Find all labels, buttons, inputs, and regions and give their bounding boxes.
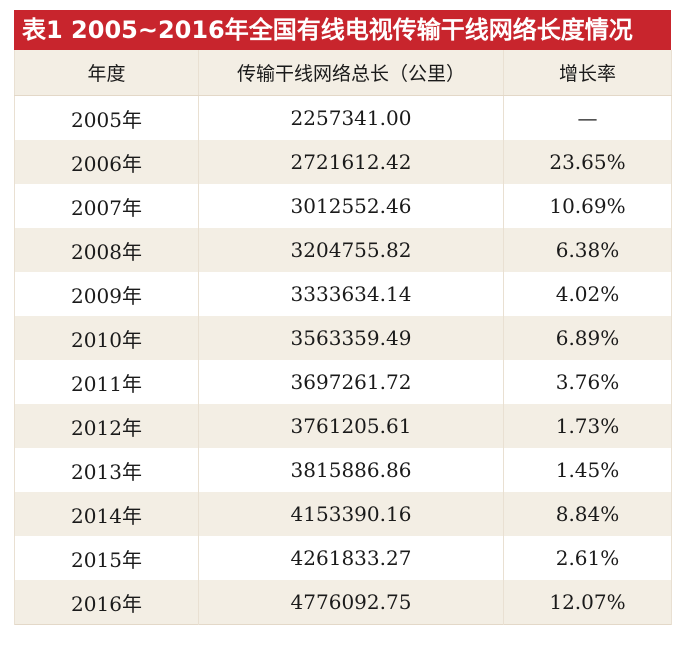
cell-year: 2014年 bbox=[14, 492, 199, 536]
header-network-length: 传输干线网络总长（公里） bbox=[198, 50, 504, 96]
header-year: 年度 bbox=[14, 50, 199, 96]
cell-year: 2008年 bbox=[14, 228, 199, 272]
table-row: 2006年 2721612.42 23.65% bbox=[14, 140, 672, 184]
table-row: 2014年 4153390.16 8.84% bbox=[14, 492, 672, 536]
cell-network-length: 3563359.49 bbox=[198, 316, 504, 360]
cell-network-length: 4261833.27 bbox=[198, 536, 504, 580]
table-row: 2010年 3563359.49 6.89% bbox=[14, 316, 672, 360]
cell-growth-rate: — bbox=[503, 95, 672, 140]
cell-growth-rate: 2.61% bbox=[503, 536, 672, 580]
cell-growth-rate: 12.07% bbox=[503, 580, 672, 625]
table-row: 2012年 3761205.61 1.73% bbox=[14, 404, 672, 448]
cell-year: 2006年 bbox=[14, 140, 199, 184]
cell-network-length: 3761205.61 bbox=[198, 404, 504, 448]
cell-growth-rate: 3.76% bbox=[503, 360, 672, 404]
cell-growth-rate: 1.73% bbox=[503, 404, 672, 448]
table-row: 2016年 4776092.75 12.07% bbox=[14, 580, 672, 625]
data-table: 年度 传输干线网络总长（公里） 增长率 2005年 2257341.00 — 2… bbox=[14, 50, 672, 625]
cell-growth-rate: 6.89% bbox=[503, 316, 672, 360]
table-row: 2008年 3204755.82 6.38% bbox=[14, 228, 672, 272]
table-header-row: 年度 传输干线网络总长（公里） 增长率 bbox=[14, 50, 672, 96]
table-row: 2013年 3815886.86 1.45% bbox=[14, 448, 672, 492]
cell-network-length: 4776092.75 bbox=[198, 580, 504, 625]
table-row: 2009年 3333634.14 4.02% bbox=[14, 272, 672, 316]
cell-year: 2012年 bbox=[14, 404, 199, 448]
cell-network-length: 3815886.86 bbox=[198, 448, 504, 492]
cell-growth-rate: 1.45% bbox=[503, 448, 672, 492]
cell-network-length: 2721612.42 bbox=[198, 140, 504, 184]
cell-growth-rate: 8.84% bbox=[503, 492, 672, 536]
table-row: 2011年 3697261.72 3.76% bbox=[14, 360, 672, 404]
cell-network-length: 2257341.00 bbox=[198, 95, 504, 140]
cell-network-length: 3333634.14 bbox=[198, 272, 504, 316]
cell-growth-rate: 23.65% bbox=[503, 140, 672, 184]
table-row: 2015年 4261833.27 2.61% bbox=[14, 536, 672, 580]
cell-network-length: 3012552.46 bbox=[198, 184, 504, 228]
data-table-container: 表1 2005~2016年全国有线电视传输干线网络长度情况 年度 传输干线网络总… bbox=[14, 10, 672, 625]
cell-year: 2007年 bbox=[14, 184, 199, 228]
cell-year: 2010年 bbox=[14, 316, 199, 360]
cell-year: 2009年 bbox=[14, 272, 199, 316]
cell-growth-rate: 4.02% bbox=[503, 272, 672, 316]
cell-year: 2016年 bbox=[14, 580, 199, 625]
cell-year: 2005年 bbox=[14, 95, 199, 140]
cell-growth-rate: 6.38% bbox=[503, 228, 672, 272]
cell-network-length: 3204755.82 bbox=[198, 228, 504, 272]
cell-growth-rate: 10.69% bbox=[503, 184, 672, 228]
table-title: 表1 2005~2016年全国有线电视传输干线网络长度情况 bbox=[14, 10, 671, 50]
cell-network-length: 4153390.16 bbox=[198, 492, 504, 536]
cell-year: 2013年 bbox=[14, 448, 199, 492]
table-row: 2007年 3012552.46 10.69% bbox=[14, 184, 672, 228]
cell-year: 2015年 bbox=[14, 536, 199, 580]
cell-network-length: 3697261.72 bbox=[198, 360, 504, 404]
cell-year: 2011年 bbox=[14, 360, 199, 404]
header-growth-rate: 增长率 bbox=[503, 50, 672, 96]
table-row: 2005年 2257341.00 — bbox=[14, 95, 672, 140]
